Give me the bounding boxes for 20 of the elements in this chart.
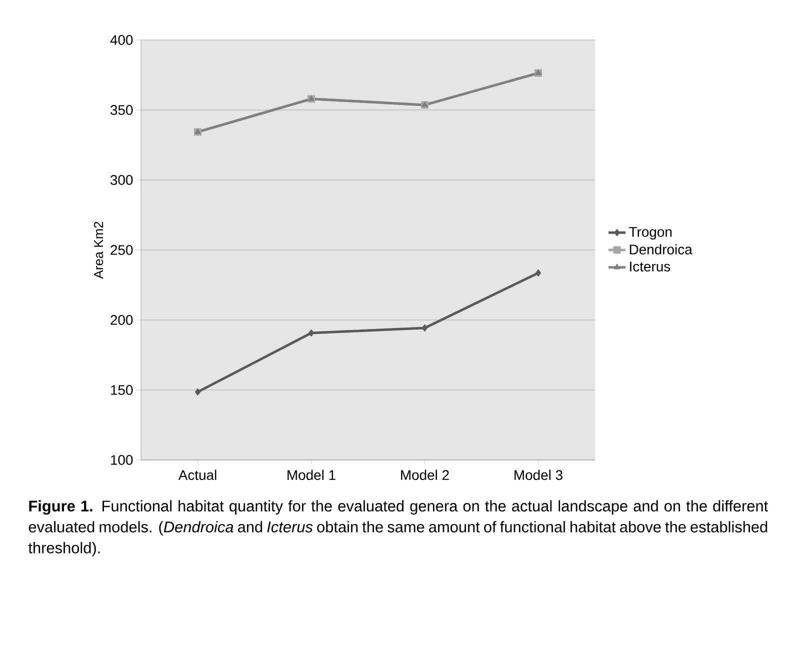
y-tick-label: 300 — [110, 175, 133, 185]
y-tick-label: 150 — [111, 385, 133, 395]
legend-label: Trogon — [629, 227, 672, 240]
x-tick-label: Actual — [178, 470, 216, 480]
text: Figure 1. Functional habitat quantity for the evaluated genera on the actual landscape and on the different evaluated models. (Dendroica and Icterus obtain the same amount of functional habitat above the established threshold). — [28, 500, 768, 556]
y-tick-label: 350 — [110, 105, 133, 115]
point — [308, 329, 314, 337]
y-tick-label: 400 — [110, 35, 133, 45]
y-axis-title: Area Km2 — [94, 222, 104, 279]
x-tick-label: Model 3 — [514, 470, 562, 480]
y-tick-label: 100 — [111, 455, 133, 465]
y-tick-label: 200 — [110, 315, 133, 325]
x-tick-label: Model 1 — [288, 470, 336, 480]
x-tick-label: Model 2 — [401, 470, 449, 480]
point — [194, 388, 201, 396]
legend-label: Icterus — [630, 262, 670, 272]
y-tick-label: 250 — [110, 245, 133, 255]
legend-label: Dendroica — [630, 244, 692, 254]
point — [422, 324, 428, 332]
point — [535, 269, 542, 277]
